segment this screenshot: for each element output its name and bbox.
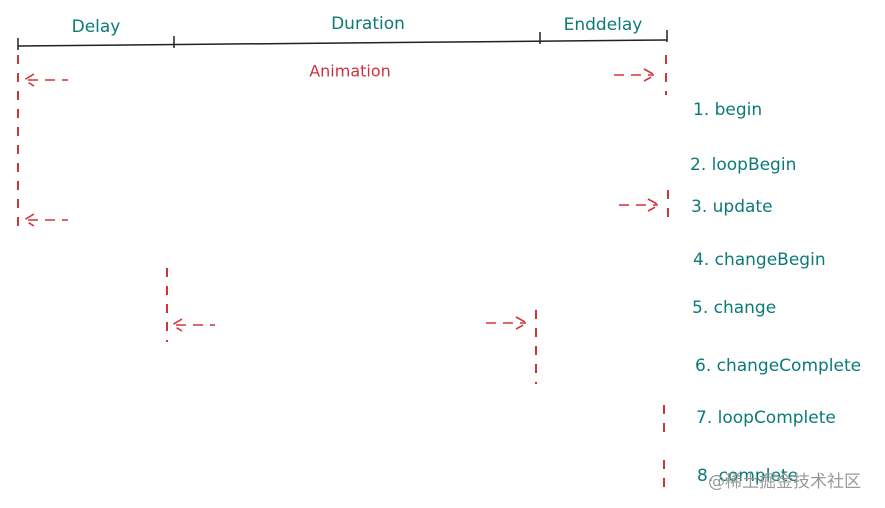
- event-item: 4. changeBegin: [693, 250, 826, 270]
- segment-label: Delay: [72, 17, 121, 37]
- span-label: Animation: [309, 62, 391, 81]
- timeline: Delay Duration Enddelay Animation: [17, 14, 668, 81]
- arrow: [619, 198, 661, 212]
- watermark: @稀土掘金技术社区: [708, 472, 861, 492]
- arrow: [170, 318, 215, 332]
- segment-label: Duration: [331, 14, 405, 34]
- event-item: 6. changeComplete: [695, 356, 861, 376]
- event-item: 3. update: [691, 197, 773, 217]
- arrow: [614, 68, 657, 82]
- event-item: 1. begin: [693, 100, 762, 120]
- segment-label: Enddelay: [564, 15, 643, 35]
- arrow: [22, 213, 68, 227]
- markers: [17, 55, 669, 492]
- timeline-line: [17, 39, 668, 47]
- arrow: [22, 73, 68, 87]
- event-item: 5. change: [692, 298, 776, 318]
- event-item: 7. loopComplete: [696, 408, 836, 428]
- event-item: 8. complete: [697, 466, 798, 486]
- event-list: 1. begin 2. loopBegin 3. update 4. changeBe…: [690, 100, 861, 486]
- arrow: [486, 316, 529, 330]
- event-item: 2. loopBegin: [690, 155, 796, 175]
